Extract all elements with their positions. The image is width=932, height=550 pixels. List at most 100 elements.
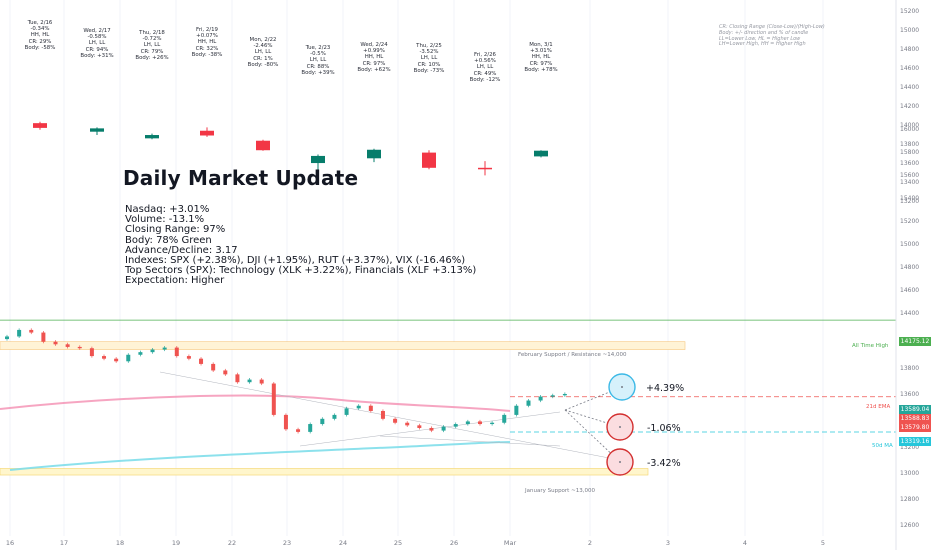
price-tick-11: 16000 <box>900 126 920 133</box>
candle-body-27 <box>332 414 337 419</box>
legend-note-line-3: LH=Lower High, HH = Higher High <box>719 41 806 48</box>
card-body-5 <box>311 155 325 164</box>
daily-card-line: -0.58% <box>87 34 107 41</box>
price-tick-1: 15000 <box>900 27 920 34</box>
candle-body-37 <box>453 424 458 427</box>
summary-line-2: Closing Range: 97% <box>125 224 226 236</box>
daily-card-5: Tue, 2/23 -0.5% LH, LL CR: 88% Body: +39% <box>288 45 348 76</box>
candle-body-8 <box>102 356 107 359</box>
scenario-dot-0 <box>621 386 623 388</box>
price-tick-2: 14800 <box>900 46 920 53</box>
card-body-7 <box>422 152 436 168</box>
price-tick-14: 15400 <box>900 195 920 202</box>
candle-body-6 <box>77 346 82 349</box>
candle-body-12 <box>150 349 155 353</box>
daily-card-line: Body: +39% <box>301 69 335 76</box>
ath-label: All Time High <box>852 343 889 349</box>
price-tag-0: 13589.04 <box>899 405 931 414</box>
candle-body-39 <box>477 421 482 425</box>
daily-card-line: HH, HL <box>197 39 217 46</box>
daily-card-line: Body: -80% <box>247 61 279 68</box>
daily-card-candles <box>33 121 548 176</box>
candle-body-11 <box>138 352 143 355</box>
daily-card-1: Wed, 2/17 -0.58% LH, LL CR: 94% Body: +31% <box>67 28 127 59</box>
price-tick-4: 14400 <box>900 84 920 91</box>
candle-body-10 <box>126 354 131 362</box>
candle-body-38 <box>465 421 470 425</box>
candle-body-24 <box>296 429 301 432</box>
price-tick-8: 13600 <box>900 160 920 167</box>
daily-card-line: -0.5% <box>310 51 326 58</box>
price-tick-21: 13800 <box>900 365 920 373</box>
candle-body-5 <box>65 344 70 347</box>
daily-card-line: +0.56% <box>474 58 496 65</box>
time-tick-0: 16 <box>5 539 15 547</box>
daily-card-4: Mon, 2/22 -2.46% LH, LL CR: 1% Body: -80% <box>233 37 293 68</box>
daily-card-line: CR: 94% <box>85 46 109 53</box>
candle-body-28 <box>344 408 349 415</box>
daily-card-line: CR: 88% <box>306 63 330 70</box>
daily-card-line: CR: 10% <box>417 61 441 68</box>
candle-body-3 <box>41 332 46 342</box>
daily-card-line: Fri, 2/19 <box>196 27 218 33</box>
candle-body-9 <box>114 358 119 362</box>
summary-line-5: Indexes: SPX (+2.38%), DJI (+1.95%), RUT… <box>125 255 466 267</box>
daily-card-line: Fri, 2/26 <box>474 52 496 58</box>
price-tick-27: 12600 <box>900 522 920 529</box>
card-body-6 <box>367 149 381 159</box>
daily-card-line: Thu, 2/18 <box>139 30 165 36</box>
time-tick-8: 26 <box>449 539 459 547</box>
candle-body-43 <box>526 400 531 406</box>
daily-card-line: Body: +78% <box>524 66 558 73</box>
candle-body-45 <box>550 395 555 397</box>
scenario-path-1 <box>564 409 621 428</box>
daily-card-2: Thu, 2/18 -0.72% LH, LL CR: 79% Body: +26% <box>122 30 182 61</box>
candle-body-1 <box>17 329 22 337</box>
price-tick-6: 14000 <box>900 122 920 129</box>
summary-line-6: Top Sectors (SPX): Technology (XLK +3.22… <box>125 265 477 277</box>
candle-body-21 <box>259 379 264 384</box>
time-tick-4: 22 <box>227 539 237 547</box>
price-tick-16: 15000 <box>900 241 920 248</box>
daily-card-line: +0.07% <box>196 33 218 40</box>
time-tick-2: 18 <box>115 539 125 547</box>
daily-card-9: Mon, 3/1 +3.01% HH, HL CR: 97% Body: +78% <box>511 42 571 73</box>
summary-line-3: Body: 78% Green <box>125 234 212 246</box>
scenario-up-label: +4.39% <box>646 383 685 394</box>
time-tick-5: 23 <box>282 539 292 547</box>
candle-body-22 <box>271 383 276 415</box>
candle-body-31 <box>380 410 385 419</box>
scenario-dot-2 <box>619 461 621 463</box>
daily-card-line: Body: +26% <box>135 54 169 61</box>
candle-body-7 <box>89 348 94 357</box>
price-tick-25: 13000 <box>900 469 920 477</box>
candle-body-0 <box>5 336 9 340</box>
candle-body-14 <box>174 347 179 357</box>
summary-line-0: Nasdaq: +3.01% <box>125 204 210 215</box>
daily-card-line: HH, HL <box>531 54 551 61</box>
summary-line-1: Volume: -13.1% <box>125 214 205 226</box>
daily-card-line: Body: +62% <box>357 66 391 73</box>
candle-body-20 <box>247 379 252 383</box>
daily-card-line: CR: 1% <box>253 55 273 62</box>
card-body-1 <box>90 128 104 132</box>
candle-body-15 <box>186 356 191 359</box>
daily-card-line: -3.52% <box>419 49 439 56</box>
price-tick-7: 13800 <box>900 141 920 148</box>
candle-body-41 <box>502 414 507 423</box>
candle-body-30 <box>368 405 373 411</box>
ath-price-tag: 14175.12 <box>899 337 931 346</box>
zone-label-jan: January Support ~13,000 <box>525 488 595 494</box>
price-tick-0: 15200 <box>900 8 920 15</box>
daily-card-line: HH, HL <box>30 32 50 39</box>
card-body-9 <box>534 150 548 157</box>
daily-card-8: Fri, 2/26 +0.56% LH, LL CR: 49% Body: -12% <box>455 52 515 83</box>
daily-card-7: Thu, 2/25 -3.52% LH, LL CR: 10% Body: -73% <box>399 43 459 74</box>
scenario-projections <box>564 373 636 476</box>
legend-note: CR: Closing Range (Close-Low)/(High-Low)… <box>719 24 825 48</box>
ema-label: 21d EMA <box>866 404 891 410</box>
daily-card-line: CR: 32% <box>195 45 219 52</box>
candle-body-35 <box>429 427 434 431</box>
daily-card-line: CR: 97% <box>362 60 386 67</box>
